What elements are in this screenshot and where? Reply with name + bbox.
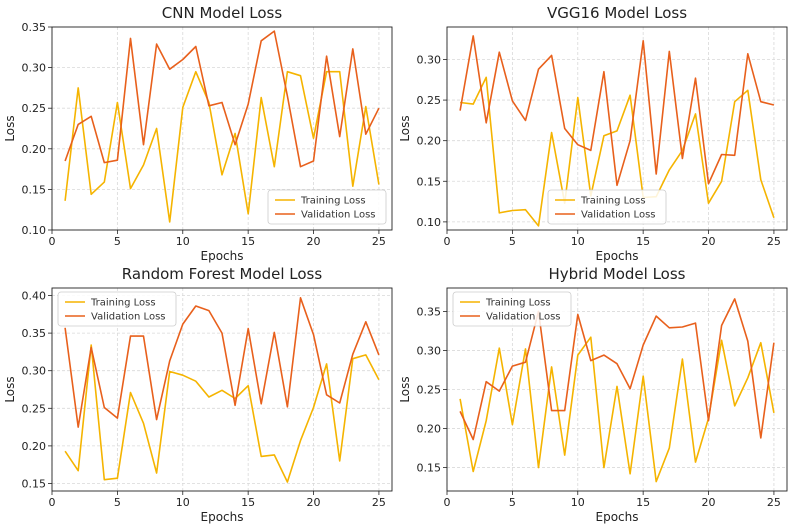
x-tick-label: 25 — [767, 235, 781, 248]
legend-box — [547, 189, 667, 225]
x-tick-label: 25 — [372, 235, 386, 248]
x-axis-label: Epochs — [201, 249, 244, 263]
y-tick-label: 0.25 — [417, 94, 442, 107]
y-axis-label: Loss — [3, 376, 17, 402]
y-tick-label: 0.10 — [22, 224, 47, 237]
series-line-training-loss — [64, 344, 380, 483]
legend: Training Loss Validation Loss — [267, 189, 387, 225]
series-line-validation-loss — [64, 296, 380, 428]
x-tick-label: 20 — [702, 496, 716, 509]
y-axis-label: Loss — [398, 115, 412, 141]
y-tick-label: 0.30 — [417, 344, 442, 357]
y-tick-label: 0.25 — [22, 402, 47, 415]
x-tick-label: 5 — [114, 235, 121, 248]
y-tick-label: 0.15 — [417, 462, 442, 475]
x-tick-label: 20 — [702, 235, 716, 248]
x-axis-label: Epochs — [596, 249, 639, 263]
y-tick-label: 0.35 — [22, 327, 47, 340]
legend-label: Validation Loss — [581, 210, 656, 221]
series-line-training-loss — [460, 76, 775, 227]
chart-title: VGG16 Model Loss — [547, 4, 687, 22]
plot-frame — [51, 287, 393, 492]
y-axis-label: Loss — [3, 115, 17, 141]
chart-title: Hybrid Model Loss — [548, 265, 685, 283]
x-tick-label: 15 — [636, 496, 650, 509]
y-tick-label: 0.35 — [22, 21, 47, 34]
y-tick-label: 0.35 — [417, 305, 442, 318]
legend-label: Validation Loss — [91, 312, 166, 323]
legend-label: Validation Loss — [486, 312, 561, 323]
legend-box — [267, 189, 387, 225]
series-line-training-loss — [459, 336, 775, 483]
y-axis-label: Loss — [398, 376, 412, 402]
x-tick-label: 25 — [767, 496, 781, 509]
x-tick-label: 10 — [571, 496, 585, 509]
x-tick-label: 5 — [509, 235, 516, 248]
legend-box — [452, 291, 572, 327]
x-tick-label: 0 — [444, 235, 451, 248]
y-tick-label: 0.20 — [417, 423, 442, 436]
y-tick-label: 0.15 — [22, 183, 47, 196]
y-tick-label: 0.15 — [417, 175, 442, 188]
x-tick-label: 20 — [307, 496, 321, 509]
subplot-2: 0 5 10 15 20 25 0.10 0.15 0.20 0.25 0.30 VGG16 Mode… — [398, 4, 788, 263]
x-tick-label: 15 — [636, 235, 650, 248]
y-tick-label: 0.30 — [22, 365, 47, 378]
y-tick-label: 0.40 — [22, 290, 47, 303]
x-tick-label: 0 — [49, 235, 56, 248]
x-tick-label: 15 — [241, 235, 255, 248]
x-axis-label: Epochs — [596, 510, 639, 524]
x-tick-label: 15 — [241, 496, 255, 509]
y-tick-label: 0.30 — [417, 53, 442, 66]
chart-title: CNN Model Loss — [162, 4, 283, 22]
y-tick-label: 0.25 — [22, 102, 47, 115]
legend-label: Validation Loss — [301, 210, 376, 221]
y-tick-label: 0.10 — [417, 216, 442, 229]
legend-label: Training Loss — [485, 298, 551, 309]
x-tick-label: 5 — [509, 496, 516, 509]
series-line-training-loss — [64, 70, 380, 223]
series-line-validation-loss — [64, 30, 380, 168]
x-tick-label: 5 — [114, 496, 121, 509]
x-axis-label: Epochs — [201, 510, 244, 524]
subplot-4: 0 5 10 15 20 25 0.15 0.20 0.25 0.30 0.35 Hybrid Mod… — [398, 265, 788, 524]
x-tick-label: 0 — [444, 496, 451, 509]
y-tick-label: 0.20 — [417, 135, 442, 148]
chart-title: Random Forest Model Loss — [122, 265, 323, 283]
legend: Training Loss Validation Loss — [57, 291, 177, 327]
x-tick-label: 10 — [176, 496, 190, 509]
series-line-validation-loss — [459, 298, 775, 441]
plot-frame — [446, 26, 788, 231]
legend-label: Training Loss — [300, 196, 366, 207]
x-tick-label: 10 — [571, 235, 585, 248]
y-tick-label: 0.30 — [22, 62, 47, 75]
legend-box — [57, 291, 177, 327]
subplot-3: 0 5 10 15 20 25 0.15 0.20 0.25 0.30 0.35 0.40 Random… — [3, 265, 393, 524]
series-line-validation-loss — [459, 35, 775, 187]
y-tick-label: 0.20 — [22, 440, 47, 453]
y-tick-label: 0.25 — [417, 384, 442, 397]
y-tick-label: 0.15 — [22, 477, 47, 490]
legend-label: Training Loss — [580, 196, 646, 207]
plot-frame — [51, 26, 393, 231]
legend-label: Training Loss — [90, 298, 156, 309]
y-tick-label: 0.20 — [22, 143, 47, 156]
x-tick-label: 20 — [307, 235, 321, 248]
legend: Training Loss Validation Loss — [547, 189, 667, 225]
x-tick-label: 0 — [49, 496, 56, 509]
x-tick-label: 25 — [372, 496, 386, 509]
legend: Training Loss Validation Loss — [452, 291, 572, 327]
x-tick-label: 10 — [176, 235, 190, 248]
subplot-1: 0 5 10 15 20 25 0.10 0.15 0.20 0.25 0.30 0.35 CNN Mo… — [3, 4, 393, 263]
